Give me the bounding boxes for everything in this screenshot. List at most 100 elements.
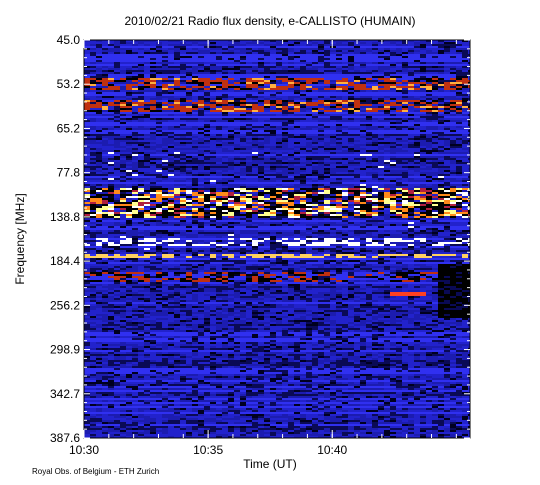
spectrogram-cell [156,134,162,136]
spectrogram-cell [132,170,138,172]
spectrogram-cell [378,100,384,102]
spectrogram-cell [462,94,468,96]
spectrogram-cell [246,118,252,120]
spectrogram-cell [282,156,288,158]
spectrogram-cell [438,122,444,124]
spectrogram-cell [222,134,228,136]
spectrogram-cell [168,168,174,170]
spectrogram-cell [174,62,180,64]
spectrogram-cell [270,72,276,74]
spectrogram-cell [126,184,132,186]
spectrogram-cell [216,164,222,166]
spectrogram-cell [252,50,258,52]
spectrogram-cell [306,82,312,84]
spectrogram-cell [456,82,462,84]
spectrogram-cell [108,98,114,100]
spectrogram-cell [306,168,312,170]
spectrogram-cell [456,76,462,78]
spectrogram-cell [300,64,306,66]
spectrogram-cell [246,100,252,102]
spectrogram-cell [372,180,378,182]
spectrogram-cell [222,176,228,178]
spectrogram-cell [216,98,222,100]
spectrogram-cell [348,86,354,88]
spectrogram-cell [252,118,258,120]
spectrogram-cell [324,186,330,188]
spectrogram-cell [210,58,216,60]
spectrogram-cell [102,174,108,176]
spectrogram-cell [438,176,444,178]
spectrogram-cell [438,80,444,82]
spectrogram-cell [462,158,468,160]
spectrogram-cell [102,50,108,52]
spectrogram-cell [84,134,90,136]
spectrogram-cell [426,178,432,180]
spectrogram-cell [300,140,306,142]
spectrogram-cell [222,94,228,96]
spectrogram-cell [384,66,390,68]
spectrogram-cell [306,120,312,122]
spectrogram-cell [354,74,360,76]
spectrogram-cell [102,168,108,170]
spectrogram-cell [264,54,270,56]
spectrogram-cell [210,88,216,90]
spectrogram-cell [156,72,162,74]
spectrogram-cell [306,170,312,172]
spectrogram-cell [444,110,450,112]
spectrogram-cell [156,166,162,168]
spectrogram-cell [348,110,354,112]
spectrogram-cell [324,94,330,96]
spectrogram-cell [468,64,470,66]
spectrogram-cell [420,64,426,66]
spectrogram-cell [414,80,420,82]
spectrogram-cell [366,170,372,172]
spectrogram-cell [408,114,414,116]
spectrogram-cell [312,168,318,170]
spectrogram-cell [210,104,216,106]
spectrogram-cell [252,146,258,148]
spectrogram-cell [420,130,426,132]
spectrogram-cell [174,106,180,108]
spectrogram-cell [102,46,108,48]
spectrogram-cell [372,60,378,62]
spectrogram-cell [216,102,222,104]
spectrogram-cell [402,168,408,170]
spectrogram-cell [414,122,420,124]
spectrogram-cell [108,66,114,68]
spectrogram-cell [174,96,180,98]
spectrogram-cell [312,166,318,168]
spectrogram-cell [168,120,174,122]
spectrogram-cell [96,72,102,74]
spectrogram-cell [294,80,300,82]
spectrogram-cell [324,122,330,124]
spectrogram-cell [204,188,210,190]
spectrogram-cell [336,46,342,48]
spectrogram-cell [276,108,282,110]
spectrogram-cell [150,176,156,178]
spectrogram-cell [180,98,186,100]
spectrogram-cell [468,82,470,84]
spectrogram-cell [402,188,408,190]
spectrogram-cell [420,106,426,108]
spectrogram-cell [222,114,228,116]
spectrogram-cell [102,70,108,72]
spectrogram-cell [354,130,360,132]
spectrogram-cell [246,106,252,108]
spectrogram-cell [342,122,348,124]
spectrogram-cell [330,168,336,170]
spectrogram-cell [276,156,282,158]
spectrogram-cell [444,108,450,110]
spectrogram-cell [318,106,324,108]
spectrogram-cell [84,72,90,74]
spectrogram-cell [312,106,318,108]
spectrogram-cell [306,184,312,186]
spectrogram-cell [114,178,120,180]
spectrogram-cell [330,70,336,72]
spectrogram-cell [324,188,330,190]
spectrogram-cell [366,128,372,130]
spectrogram-cell [114,158,120,160]
spectrogram-cell [204,70,210,72]
spectrogram-cell [438,166,444,168]
spectrogram-cell [210,158,216,160]
spectrogram-cell [270,108,276,110]
